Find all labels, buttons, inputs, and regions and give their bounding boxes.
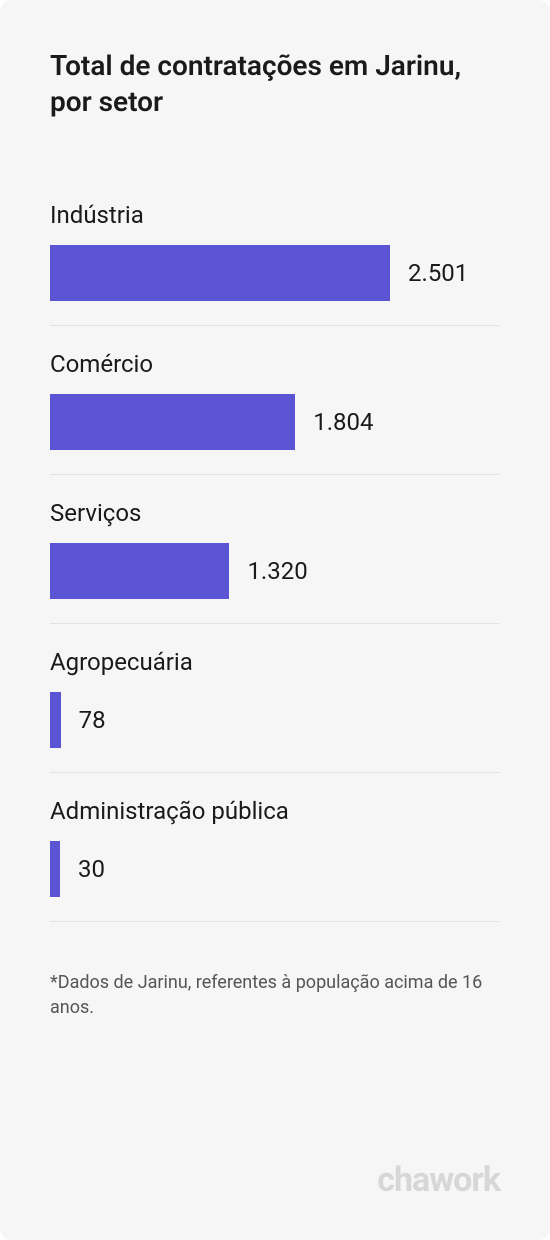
bar-rect bbox=[50, 394, 295, 450]
chart-row: Serviços 1.320 bbox=[50, 499, 500, 624]
bar-label: Comércio bbox=[50, 350, 500, 378]
bar-chart: Indústria 2.501 Comércio 1.804 Serviços 1.320… bbox=[50, 201, 500, 946]
bar-label: Agropecuária bbox=[50, 648, 500, 676]
chart-row: Administração pública 30 bbox=[50, 797, 500, 922]
бar-wrap: 1.804 bbox=[50, 394, 500, 450]
chart-title: Total de contratações em Jarinu, por set… bbox=[50, 48, 500, 121]
bar-value: 30 bbox=[78, 855, 105, 883]
бar-wrap: 78 bbox=[50, 692, 500, 748]
bar-rect bbox=[50, 543, 229, 599]
chart-row: Agropecuária 78 bbox=[50, 648, 500, 773]
bar-label: Administração pública bbox=[50, 797, 500, 825]
бar-wrap: 30 bbox=[50, 841, 500, 897]
chart-row: Indústria 2.501 bbox=[50, 201, 500, 326]
bar-label: Serviços bbox=[50, 499, 500, 527]
bar-rect bbox=[50, 245, 390, 301]
chart-footnote: *Dados de Jarinu, referentes à população… bbox=[50, 970, 500, 1020]
bar-rect bbox=[50, 692, 61, 748]
bar-label: Indústria bbox=[50, 201, 500, 229]
bar-rect bbox=[50, 841, 60, 897]
chart-card: Total de contratações em Jarinu, por set… bbox=[0, 0, 550, 1240]
бar-wrap: 2.501 bbox=[50, 245, 500, 301]
bar-value: 1.320 bbox=[247, 557, 307, 585]
brand-logo: chawork bbox=[50, 1160, 500, 1200]
bar-value: 2.501 bbox=[408, 259, 468, 287]
бar-wrap: 1.320 bbox=[50, 543, 500, 599]
bar-value: 78 bbox=[79, 706, 106, 734]
chart-row: Comércio 1.804 bbox=[50, 350, 500, 475]
bar-value: 1.804 bbox=[313, 408, 373, 436]
